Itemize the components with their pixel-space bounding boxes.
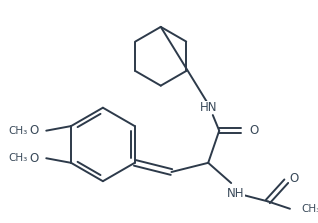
Text: O: O <box>289 172 298 185</box>
Text: CH₃: CH₃ <box>301 204 318 214</box>
Text: HN: HN <box>199 101 217 114</box>
Text: CH₃: CH₃ <box>9 126 28 136</box>
Text: O: O <box>250 124 259 137</box>
Text: O: O <box>30 152 39 165</box>
Text: O: O <box>30 124 39 137</box>
Text: NH: NH <box>227 187 245 200</box>
Text: CH₃: CH₃ <box>9 153 28 163</box>
